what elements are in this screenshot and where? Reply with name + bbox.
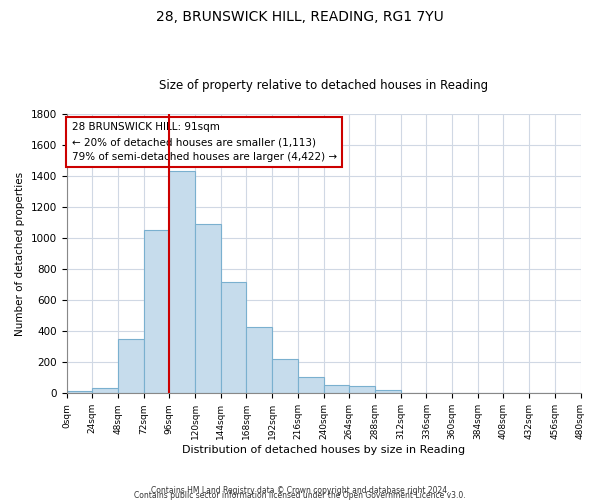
Bar xyxy=(323,385,349,394)
Bar xyxy=(195,224,221,394)
Bar xyxy=(247,326,272,394)
Bar xyxy=(67,391,92,394)
Text: Contains public sector information licensed under the Open Government Licence v3: Contains public sector information licen… xyxy=(134,491,466,500)
Bar xyxy=(272,359,298,394)
X-axis label: Distribution of detached houses by size in Reading: Distribution of detached houses by size … xyxy=(182,445,465,455)
Text: 28 BRUNSWICK HILL: 91sqm
← 20% of detached houses are smaller (1,113)
79% of sem: 28 BRUNSWICK HILL: 91sqm ← 20% of detach… xyxy=(71,122,337,162)
Bar xyxy=(221,282,247,394)
Bar xyxy=(118,339,143,394)
Text: Contains HM Land Registry data © Crown copyright and database right 2024.: Contains HM Land Registry data © Crown c… xyxy=(151,486,449,495)
Bar xyxy=(401,392,427,394)
Bar xyxy=(375,390,401,394)
Title: Size of property relative to detached houses in Reading: Size of property relative to detached ho… xyxy=(159,79,488,92)
Bar xyxy=(298,377,323,394)
Bar xyxy=(169,172,195,394)
Bar xyxy=(92,388,118,394)
Text: 28, BRUNSWICK HILL, READING, RG1 7YU: 28, BRUNSWICK HILL, READING, RG1 7YU xyxy=(156,10,444,24)
Bar xyxy=(349,386,375,394)
Bar xyxy=(143,230,169,394)
Y-axis label: Number of detached properties: Number of detached properties xyxy=(15,172,25,336)
